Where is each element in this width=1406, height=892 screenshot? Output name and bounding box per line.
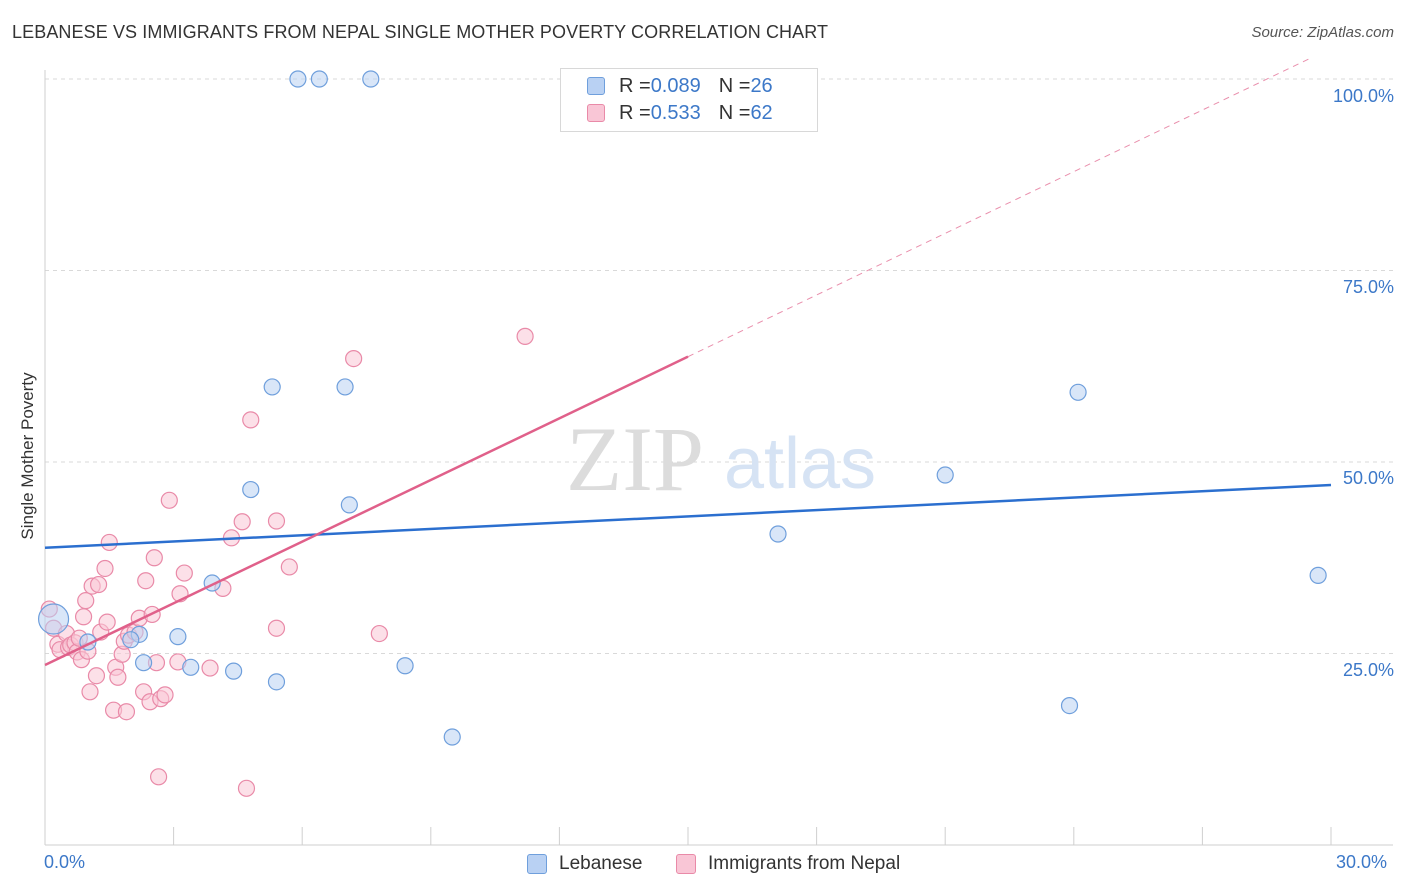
legend-r-label: R =: [619, 74, 651, 97]
nepal-point: [117, 703, 136, 721]
legend-swatch-blue: [587, 77, 605, 95]
y-tick-label-75: 75.0%: [1342, 277, 1394, 297]
watermark-atlas: atlas: [724, 424, 876, 504]
nepal-point: [109, 668, 127, 686]
bottom-legend-swatch-blue: [527, 854, 547, 874]
lebanese-point: [122, 631, 140, 649]
nepal-point: [160, 491, 178, 509]
legend-r-label: R =: [619, 101, 651, 124]
lebanese-point: [362, 70, 380, 88]
nepal-point: [516, 327, 534, 345]
lebanese-point: [169, 628, 187, 646]
nepal-point: [370, 624, 388, 643]
lebanese-point: [936, 466, 954, 484]
y-tick-label-50: 50.0%: [1342, 468, 1394, 488]
watermark-zip: ZIP: [566, 408, 704, 510]
nepal-point: [345, 349, 363, 368]
bottom-legend-nepal: Immigrants from Nepal: [676, 851, 900, 877]
x-tick-label-min: 0.0%: [44, 852, 86, 872]
nepal-point: [145, 549, 163, 567]
nepal-point: [280, 558, 298, 576]
lebanese-point: [1069, 383, 1087, 401]
nepal-point: [89, 575, 108, 594]
stats-legend: R = 0.089 N = 26 R = 0.533 N = 62: [560, 68, 818, 132]
legend-n-value: 26: [750, 74, 773, 97]
lebanese-point: [1060, 696, 1079, 715]
legend-row-nepal: R = 0.533 N = 62: [587, 100, 773, 126]
legend-n-value: 62: [750, 101, 773, 124]
lebanese-point: [769, 525, 787, 543]
nepal-point: [242, 411, 260, 429]
lebanese-point: [1309, 566, 1327, 584]
legend-row-lebanese: R = 0.089 N = 26: [587, 73, 773, 99]
x-tick-label-max: 30.0%: [1336, 852, 1388, 872]
y-tick-label-100: 100.0%: [1332, 86, 1394, 106]
lebanese-point: [443, 728, 461, 746]
axes: [44, 70, 1393, 846]
nepal-point: [175, 564, 193, 582]
nepal-point: [137, 572, 155, 590]
nepal-point: [81, 683, 99, 701]
lebanese-point: [336, 378, 354, 396]
chart-title: LEBANESE VS IMMIGRANTS FROM NEPAL SINGLE…: [12, 22, 829, 42]
nepal-trend-extension: [687, 58, 1310, 358]
nepal-point: [149, 768, 168, 786]
nepal-point: [100, 533, 118, 552]
legend-swatch-pink: [587, 104, 605, 122]
lebanese-point: [37, 603, 70, 635]
gridlines: [45, 78, 1393, 654]
lebanese-point: [182, 658, 200, 676]
nepal-point: [156, 686, 174, 704]
nepal-point: [98, 613, 116, 631]
watermark: ZIP atlas: [566, 408, 876, 510]
trend-lines: [44, 58, 1332, 667]
nepal-trend-line: [44, 355, 689, 667]
nepal-point: [267, 619, 286, 637]
nepal-point: [201, 659, 219, 677]
legend-r-value: 0.089: [650, 74, 701, 97]
series-lebanese-points: [37, 70, 1327, 746]
lebanese-point: [242, 480, 260, 499]
nepal-point: [96, 559, 114, 578]
bottom-legend-label-lebanese: Lebanese: [559, 853, 643, 874]
lebanese-point: [225, 662, 243, 680]
legend-n-label: N =: [718, 74, 751, 97]
y-axis-label: Single Mother Poverty: [18, 372, 37, 540]
nepal-point: [87, 667, 106, 685]
lebanese-point: [267, 673, 286, 691]
lebanese-trend-line: [44, 483, 1332, 550]
nepal-point: [267, 512, 286, 530]
bottom-legend-swatch-pink: [676, 854, 696, 874]
y-tick-label-25: 25.0%: [1342, 660, 1394, 680]
lebanese-point: [310, 70, 328, 88]
lebanese-point: [396, 657, 414, 675]
lebanese-point: [134, 654, 153, 672]
legend-n-label: N =: [718, 101, 751, 124]
nepal-point: [74, 608, 93, 626]
source-credit: Source: ZipAtlas.com: [1251, 24, 1394, 41]
legend-r-value: 0.533: [650, 101, 701, 124]
bottom-legend-label-nepal: Immigrants from Nepal: [708, 853, 901, 874]
nepal-point: [233, 513, 251, 531]
lebanese-point: [340, 496, 358, 514]
lebanese-point: [263, 378, 281, 396]
nepal-point: [77, 592, 95, 610]
lebanese-point: [289, 70, 307, 88]
series-nepal-points: [40, 327, 534, 797]
nepal-point: [237, 779, 256, 797]
bottom-legend-lebanese: Lebanese: [527, 851, 642, 877]
